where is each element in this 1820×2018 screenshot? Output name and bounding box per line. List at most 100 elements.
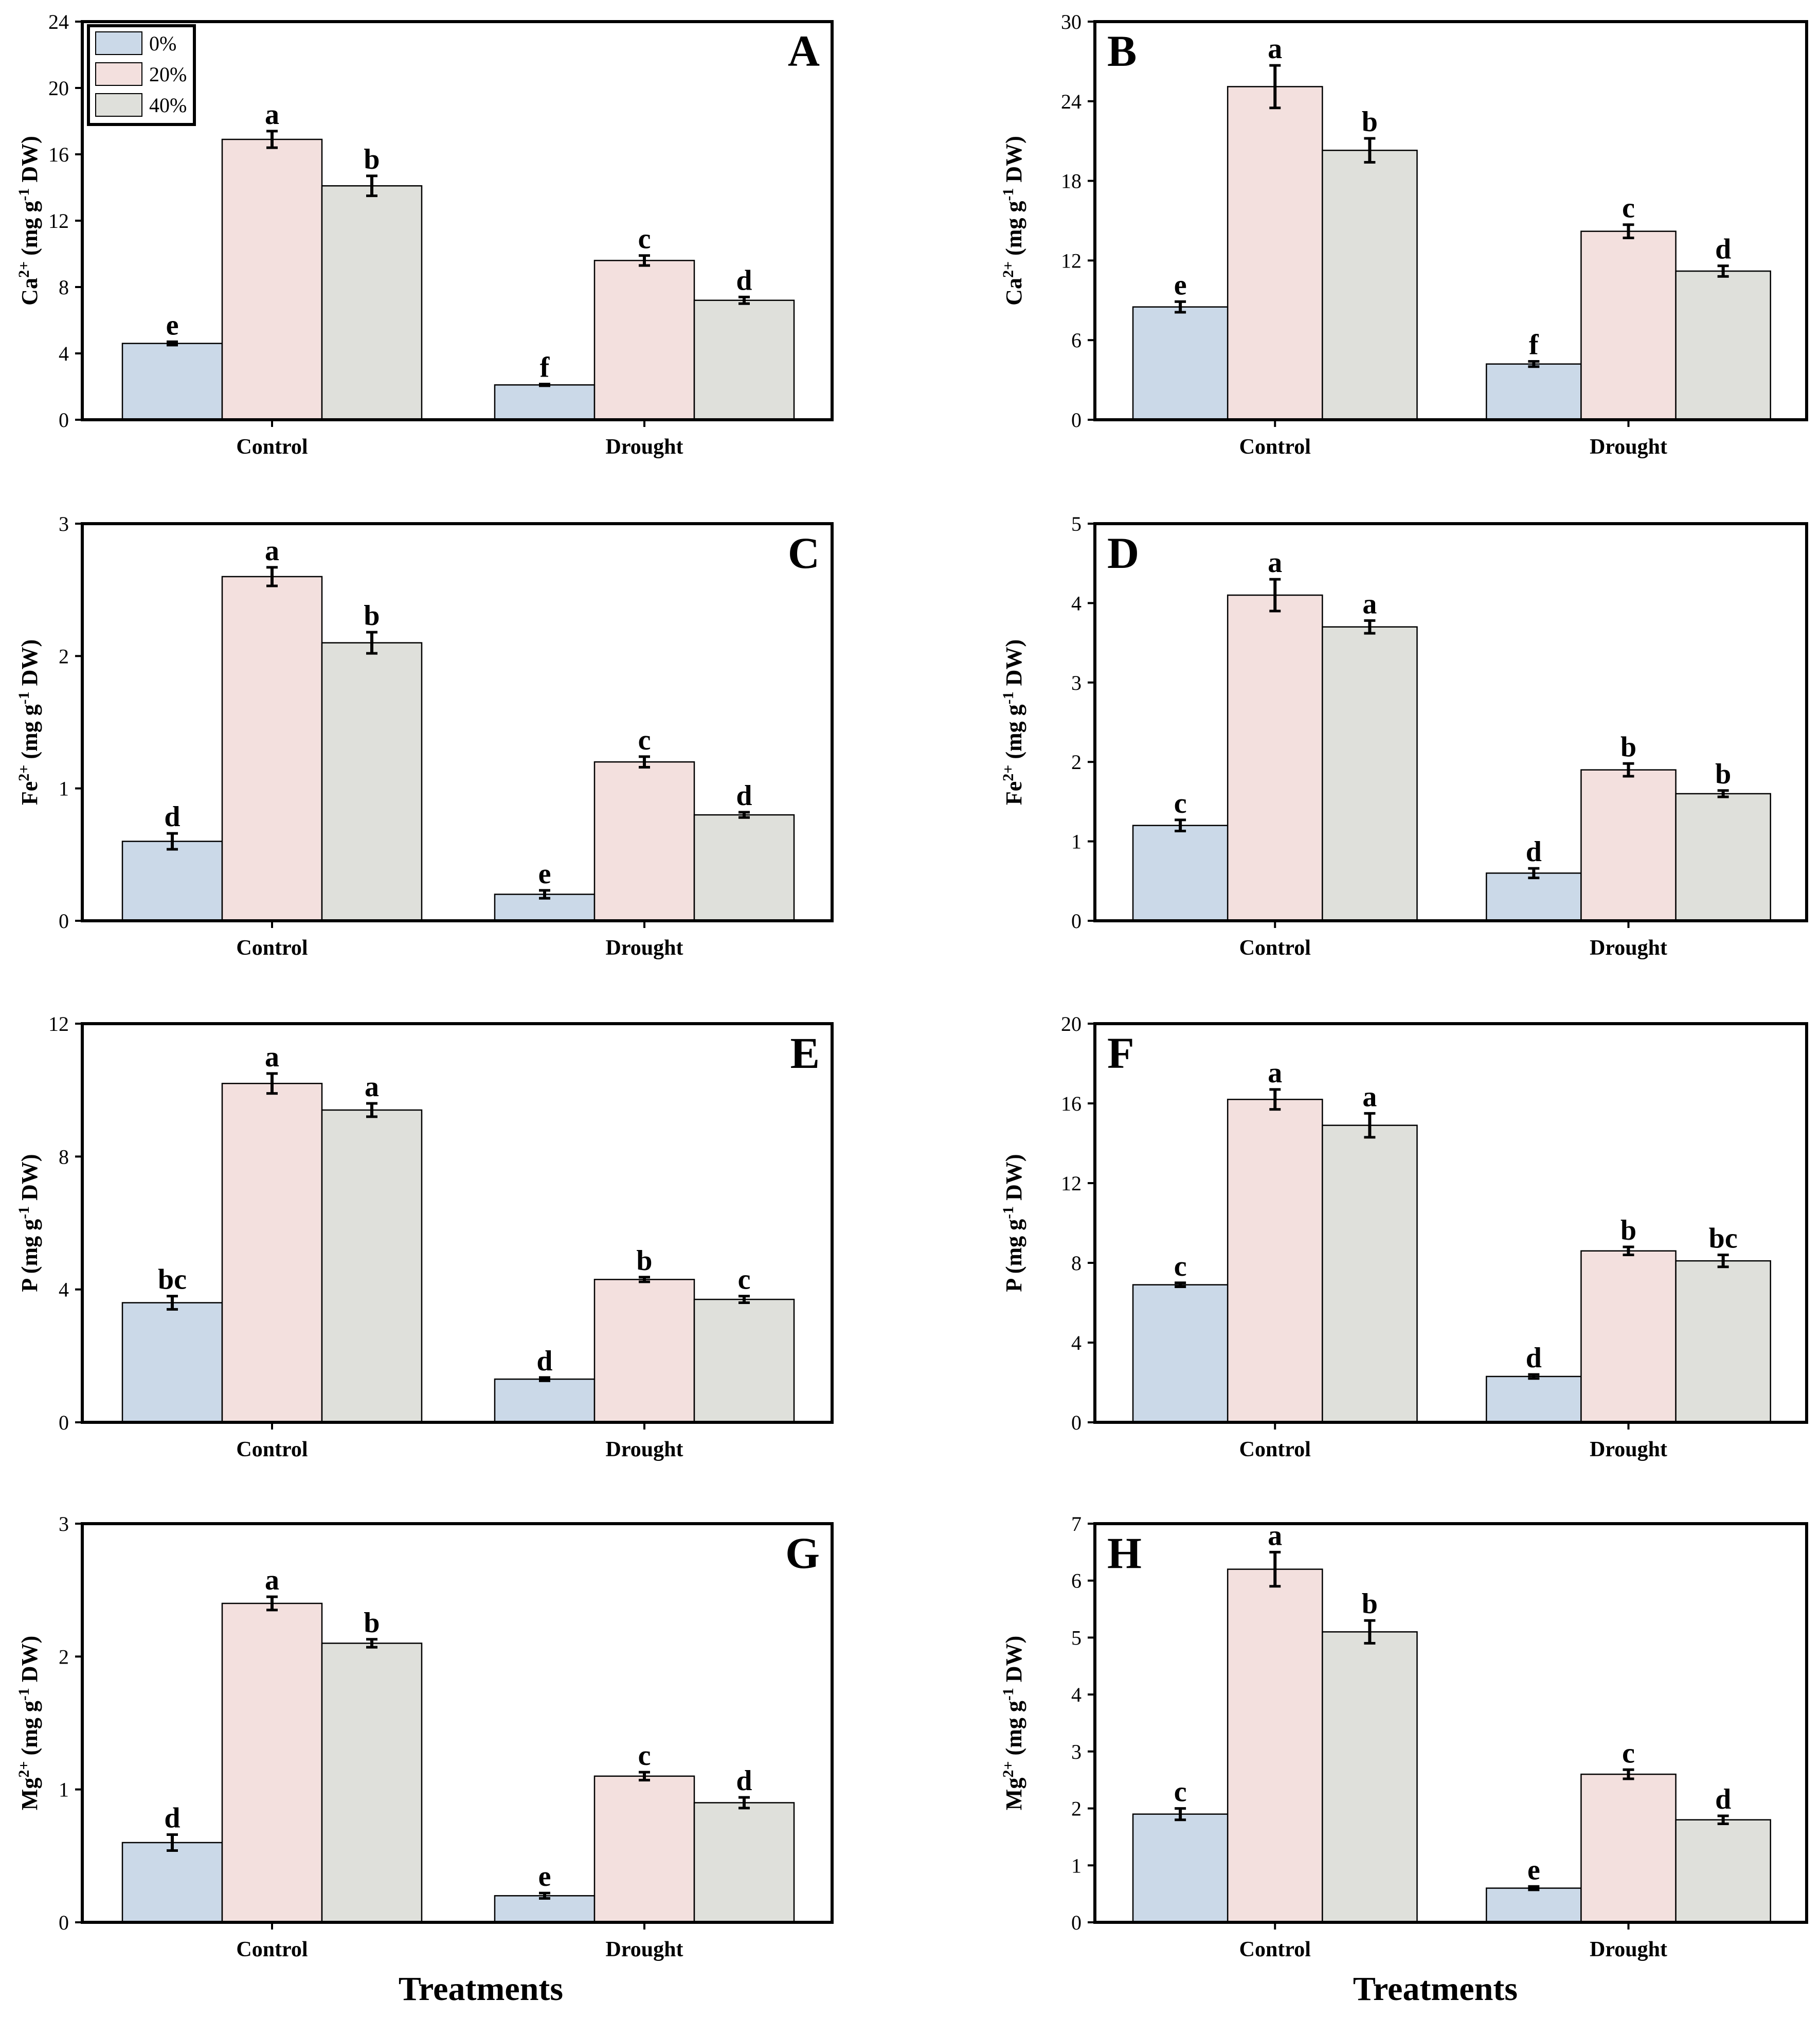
significance-letter: a [1362,588,1377,620]
bar-b-drought-1 [1580,230,1677,421]
y-axis-label: P (mg g-1 DW) [1000,1154,1027,1292]
y-tick-label: 1 [1071,1854,1082,1877]
plot-frame [81,522,834,922]
significance-letter: e [1174,269,1187,301]
bar-d-control-2 [1322,626,1418,922]
bar-a-control-1 [221,138,323,421]
y-tick-label: 0 [1071,909,1082,933]
category-label: Drought [1590,936,1667,960]
y-tick-label: 12 [1061,1172,1082,1195]
bar-f-drought-0 [1486,1376,1582,1423]
plot-frame [1093,20,1808,421]
bar-h-drought-2 [1675,1819,1772,1923]
y-tick-label: 6 [1071,1569,1082,1593]
significance-letter: bc [158,1264,187,1296]
bar-f-control-2 [1322,1124,1418,1423]
bar-a-drought-2 [693,299,795,421]
plot-frame [81,1022,834,1424]
legend: 0% 20% 40% [87,24,196,126]
panel-a: e f a c b d 0 4 8 12 16 20 24 Control Drought Ca2+ (mg … [15,10,834,459]
significance-letter: d [1526,1342,1542,1374]
category-label: Drought [1590,1938,1667,1961]
bar-a-drought-0 [494,384,596,421]
bar-c-drought-2 [693,814,795,922]
bar-d-control-0 [1132,825,1229,922]
bar-c-control-0 [121,841,223,922]
y-tick-label: 24 [48,10,69,33]
significance-letter: c [638,724,651,756]
category-label: Drought [606,1438,683,1461]
y-tick-label: 0 [1071,1411,1082,1434]
y-tick-label: 12 [1061,249,1082,272]
bar-e-control-2 [321,1109,423,1423]
y-tick-label: 2 [59,645,69,668]
bar-g-control-0 [121,1842,223,1923]
y-tick-label: 30 [1061,10,1082,33]
significance-letter: b [1362,1588,1378,1620]
y-axis-label: Fe2+ (mg g-1 DW) [1000,639,1027,805]
y-tick-label: 1 [59,1778,69,1801]
significance-letter: a [1268,1057,1282,1089]
panel-label: B [1107,26,1137,76]
y-tick-label: 12 [48,209,69,233]
bar-b-drought-0 [1486,363,1582,421]
panel-g: d e a c b d 0 1 2 3 Control Drought Mg2+ (mg g-1 DW)… [15,1512,834,1961]
category-label: Control [236,1438,308,1461]
bar-e-control-1 [221,1083,323,1423]
bar-h-drought-0 [1486,1887,1582,1923]
panel-e: bc d a b a c 0 4 8 12 Control Drought P (mg g-1 DW) E [15,1012,834,1461]
category-label: Drought [1590,1438,1667,1461]
bar-a-drought-1 [593,260,695,421]
y-tick-label: 2 [1071,751,1082,774]
y-tick-label: 16 [48,143,69,166]
bar-g-control-1 [221,1602,323,1923]
bar-d-drought-0 [1486,872,1582,922]
bar-h-control-1 [1227,1568,1323,1923]
panel-label: D [1107,528,1139,578]
panel-c: d e a c b d 0 1 2 3 Control Drought Fe2+ (mg g-1 DW)… [15,512,834,960]
bar-f-drought-2 [1675,1260,1772,1423]
category-label: Control [236,936,308,960]
bar-d-drought-2 [1675,793,1772,922]
category-label: Control [1239,435,1311,459]
bar-g-drought-0 [494,1895,596,1923]
category-label: Control [1239,1438,1311,1461]
category-label: Drought [606,435,683,459]
panel-label: A [788,26,820,76]
panel-d: c d a b a b 0 1 2 3 4 5 Control Drought Fe2+ (mg g-1 D… [1000,512,1808,960]
significance-letter: b [364,600,380,632]
plot-frame [1093,1522,1808,1924]
panel-label: E [790,1028,820,1078]
significance-letter: a [265,1564,279,1596]
y-tick-label: 18 [1061,170,1082,193]
y-axis-label: Fe2+ (mg g-1 DW) [15,639,43,805]
y-tick-label: 20 [48,77,69,100]
category-label: Control [236,435,308,459]
bar-b-control-1 [1227,86,1323,421]
bar-b-control-2 [1322,150,1418,421]
significance-letter: b [636,1245,652,1277]
bar-e-drought-0 [494,1378,596,1423]
significance-letter: a [265,99,279,131]
y-tick-label: 8 [59,1145,69,1168]
bar-f-control-1 [1227,1099,1323,1423]
y-tick-label: 20 [1061,1012,1082,1035]
bar-c-control-1 [221,576,323,922]
y-tick-label: 0 [1071,408,1082,432]
bar-h-control-0 [1132,1813,1229,1923]
x-axis-title-right: Treatments [1353,1970,1518,2008]
y-tick-label: 3 [59,512,69,535]
bar-b-control-0 [1132,306,1229,421]
y-tick-label: 5 [1071,512,1082,535]
bar-f-control-0 [1132,1284,1229,1423]
bar-b-drought-2 [1675,270,1772,421]
category-label: Control [1239,936,1311,960]
bar-e-control-0 [121,1302,223,1423]
y-tick-label: 7 [1071,1512,1082,1535]
significance-letter: a [365,1071,379,1103]
bar-f-drought-1 [1580,1250,1677,1423]
plot-frame [1093,1022,1808,1424]
significance-letter: d [1715,1783,1731,1815]
